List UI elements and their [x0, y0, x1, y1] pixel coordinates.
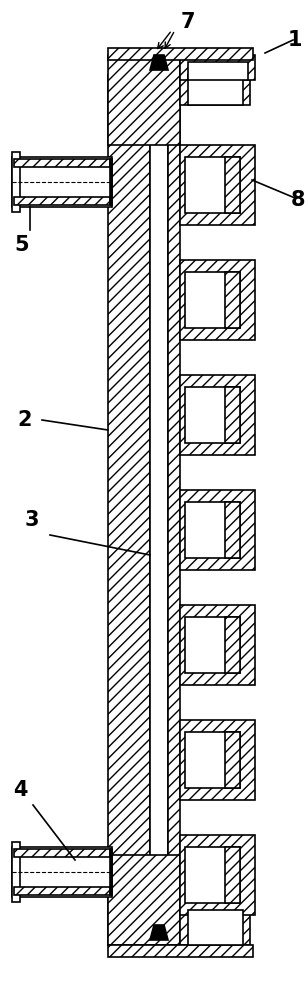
- Bar: [225, 847, 240, 903]
- Bar: [108, 48, 253, 60]
- Polygon shape: [110, 849, 112, 895]
- Text: 8: 8: [291, 190, 305, 210]
- Polygon shape: [150, 925, 168, 940]
- Bar: [188, 75, 243, 105]
- Bar: [180, 375, 255, 455]
- Text: 7: 7: [181, 12, 195, 32]
- Bar: [225, 272, 240, 328]
- Bar: [180, 490, 255, 570]
- Bar: [12, 847, 112, 897]
- Bar: [180, 260, 255, 340]
- Bar: [108, 945, 253, 957]
- Bar: [185, 847, 240, 903]
- Bar: [225, 502, 240, 558]
- Bar: [12, 157, 112, 207]
- Bar: [108, 75, 150, 945]
- Polygon shape: [150, 55, 168, 70]
- Bar: [14, 849, 110, 857]
- Text: 2: 2: [18, 410, 32, 430]
- Bar: [150, 75, 168, 945]
- Bar: [225, 157, 240, 213]
- Bar: [180, 720, 255, 800]
- Bar: [12, 152, 20, 212]
- Bar: [185, 732, 240, 788]
- Bar: [12, 842, 20, 902]
- Bar: [180, 145, 255, 225]
- Bar: [14, 197, 110, 205]
- Bar: [14, 887, 110, 895]
- Text: 4: 4: [13, 780, 27, 800]
- Bar: [185, 157, 240, 213]
- Bar: [225, 387, 240, 443]
- Bar: [180, 835, 255, 915]
- Polygon shape: [110, 159, 112, 205]
- Bar: [180, 605, 255, 685]
- Bar: [225, 732, 240, 788]
- Bar: [180, 55, 255, 80]
- Bar: [185, 387, 240, 443]
- Text: 3: 3: [25, 510, 39, 530]
- Bar: [180, 50, 250, 105]
- Bar: [185, 502, 240, 558]
- Bar: [108, 55, 180, 145]
- Bar: [108, 855, 180, 945]
- Bar: [168, 75, 180, 945]
- Bar: [225, 617, 240, 673]
- Bar: [188, 62, 248, 80]
- Bar: [180, 885, 250, 945]
- Bar: [14, 159, 110, 167]
- Text: 1: 1: [288, 30, 302, 50]
- Bar: [185, 272, 240, 328]
- Bar: [185, 617, 240, 673]
- Bar: [188, 910, 243, 945]
- Text: 5: 5: [15, 235, 29, 255]
